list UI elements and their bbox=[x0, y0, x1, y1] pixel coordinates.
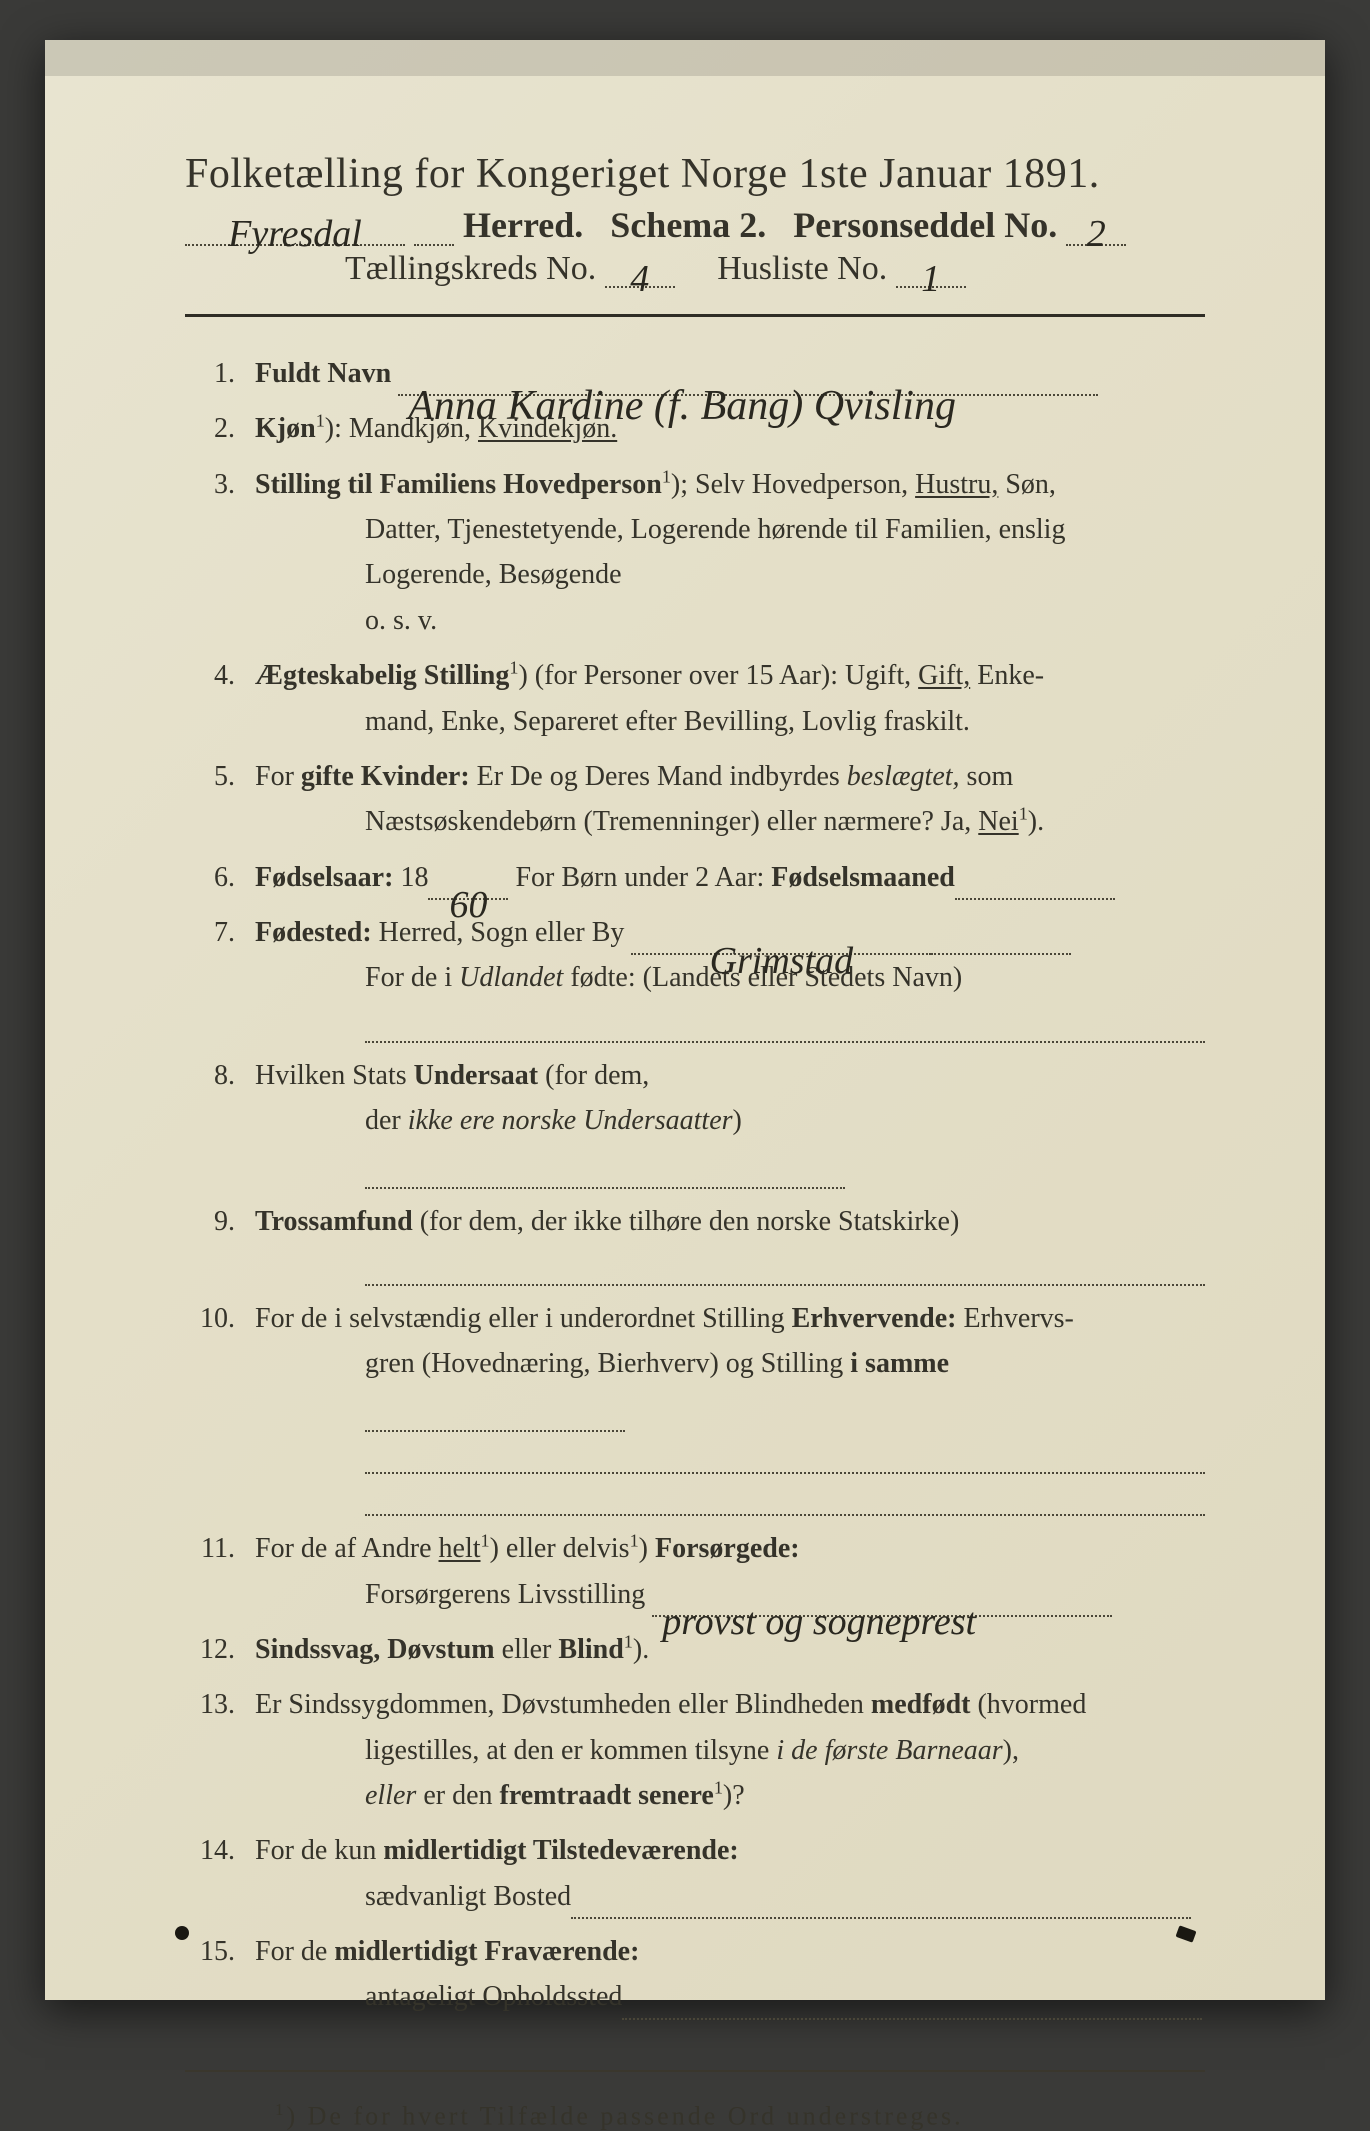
item-9: 9. Trossamfund (for dem, der ikke tilhør… bbox=[185, 1199, 1205, 1286]
kvindekjon-selected: Kvindekjøn. bbox=[478, 413, 617, 444]
divider bbox=[185, 314, 1205, 317]
header-line-2: Fyresdal Herred. Schema 2. Personseddel … bbox=[185, 204, 1205, 246]
item-13: 13. Er Sindssygdommen, Døvstumheden elle… bbox=[185, 1682, 1205, 1818]
item-6: 6. Fødselsaar: 1860 For Børn under 2 Aar… bbox=[185, 855, 1205, 900]
personseddel-label: Personseddel No. bbox=[793, 205, 1057, 245]
hustru-selected: Hustru, bbox=[915, 469, 998, 500]
label-fuldt-navn: Fuldt Navn bbox=[255, 358, 391, 389]
herred-label: Herred. bbox=[463, 205, 583, 245]
item-14: 14. For de kun midlertidigt Tilstedevære… bbox=[185, 1828, 1205, 1919]
nei-selected: Nei bbox=[978, 806, 1018, 837]
ink-mark-icon bbox=[175, 1926, 189, 1940]
form-list: 1. Fuldt Navn Anna Kardine (f. Bang) Qvi… bbox=[185, 351, 1205, 2020]
item-1: 1. Fuldt Navn Anna Kardine (f. Bang) Qvi… bbox=[185, 351, 1205, 396]
gift-selected: Gift, bbox=[918, 660, 970, 691]
item-8: 8. Hvilken Stats Undersaat (for dem, der… bbox=[185, 1053, 1205, 1189]
personseddel-no: 2 bbox=[1087, 212, 1106, 256]
item-2: 2. Kjøn1): Mandkjøn, Kvindekjøn. bbox=[185, 406, 1205, 451]
kreds-no: 4 bbox=[630, 257, 649, 301]
husliste-no: 1 bbox=[921, 257, 940, 301]
item-3: 3. Stilling til Familiens Hovedperson1);… bbox=[185, 462, 1205, 643]
blank-line bbox=[365, 1009, 1205, 1043]
kreds-label: Tællingskreds No. bbox=[345, 250, 596, 287]
footnote: 1) De for hvert Tilfælde passende Ord un… bbox=[185, 2100, 1205, 2131]
item-11: 11. For de af Andre helt1) eller delvis1… bbox=[185, 1526, 1205, 1617]
item-4: 4. Ægteskabelig Stilling1) (for Personer… bbox=[185, 653, 1205, 744]
blank-line bbox=[365, 1482, 1205, 1516]
blank-line bbox=[365, 1440, 1205, 1474]
husliste-label: Husliste No. bbox=[717, 250, 887, 287]
herred-value: Fyresdal bbox=[228, 212, 362, 256]
item-10: 10. For de i selvstændig eller i underor… bbox=[185, 1296, 1205, 1516]
item-7: 7. Fødested: Herred, Sogn eller By Grims… bbox=[185, 910, 1205, 1043]
blank-line bbox=[365, 1252, 1205, 1286]
schema-label: Schema 2. bbox=[610, 205, 766, 245]
item-12: 12. Sindssvag, Døvstum eller Blind1). bbox=[185, 1627, 1205, 1672]
census-form-page: Folketælling for Kongeriget Norge 1ste J… bbox=[45, 40, 1325, 2000]
item-15: 15. For de midlertidigt Fraværende: anta… bbox=[185, 1929, 1205, 2020]
page-title: Folketælling for Kongeriget Norge 1ste J… bbox=[185, 150, 1205, 198]
birthplace: Grimstad bbox=[710, 931, 854, 993]
divider-bottom bbox=[185, 2070, 1205, 2072]
item-5: 5. For gifte Kvinder: Er De og Deres Man… bbox=[185, 754, 1205, 845]
